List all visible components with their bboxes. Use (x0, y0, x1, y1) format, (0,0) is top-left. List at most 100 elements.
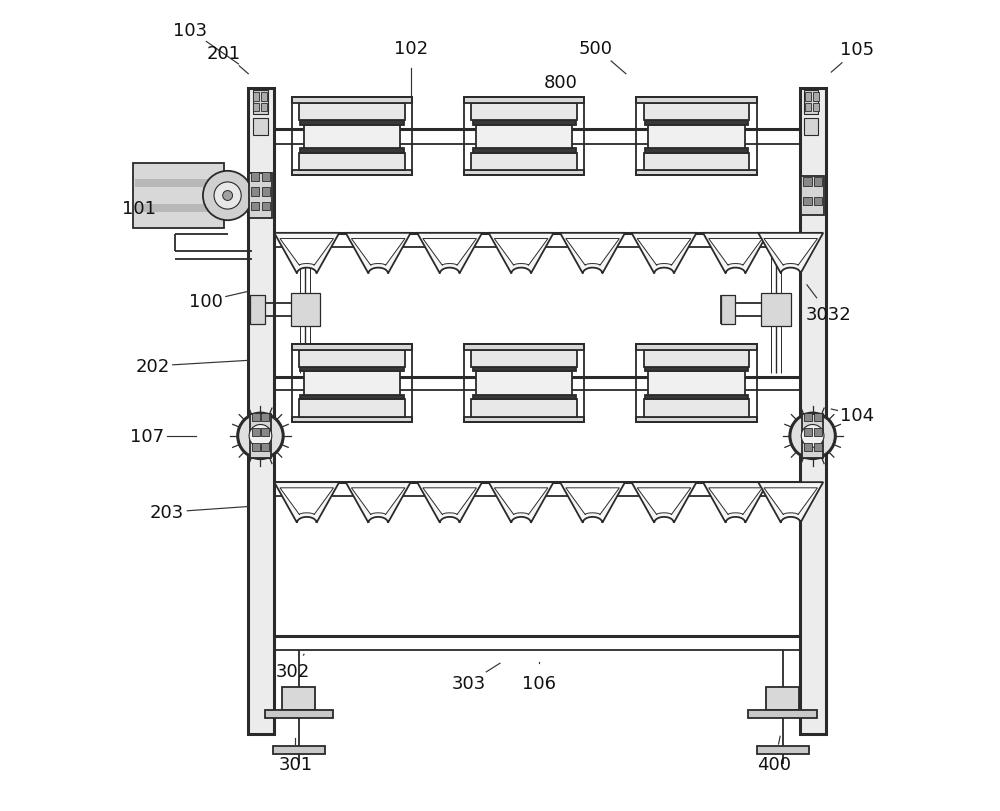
Bar (300, 121, 404, 126)
Bar (761, 294, 791, 327)
Bar (261, 104, 267, 112)
Bar (464, 170, 584, 176)
Bar (636, 417, 757, 423)
Polygon shape (566, 239, 619, 266)
Bar (251, 187, 259, 196)
Bar (261, 443, 269, 451)
Bar (471, 104, 577, 121)
Bar (262, 187, 270, 196)
Bar (133, 164, 224, 229)
Bar (304, 372, 400, 395)
Bar (473, 367, 576, 372)
Bar (135, 180, 222, 188)
Bar (253, 118, 268, 136)
Bar (800, 89, 826, 734)
Bar (645, 148, 748, 153)
Bar (299, 400, 405, 417)
Text: 201: 201 (207, 45, 241, 62)
Bar (648, 372, 745, 395)
Bar (748, 710, 817, 718)
Bar (757, 746, 809, 754)
Bar (721, 296, 735, 325)
Bar (300, 367, 404, 372)
Bar (464, 98, 584, 104)
Bar (802, 414, 823, 458)
Polygon shape (566, 488, 619, 515)
Bar (464, 98, 584, 176)
Polygon shape (280, 488, 334, 515)
Polygon shape (346, 234, 411, 274)
Polygon shape (632, 234, 697, 274)
Bar (261, 93, 267, 101)
Bar (804, 443, 812, 451)
Bar (804, 91, 818, 115)
Circle shape (801, 425, 824, 448)
Bar (261, 414, 269, 422)
Text: 104: 104 (840, 406, 874, 424)
Bar (292, 98, 412, 104)
Bar (471, 400, 577, 417)
Bar (803, 178, 812, 187)
Bar (636, 345, 757, 423)
Bar (803, 197, 812, 206)
Bar (636, 98, 757, 176)
Bar (645, 395, 748, 400)
Polygon shape (274, 234, 339, 274)
Bar (644, 153, 749, 170)
Bar (299, 153, 405, 170)
Bar (814, 178, 822, 187)
Bar (251, 203, 259, 211)
Bar (135, 204, 222, 212)
Bar (252, 443, 260, 451)
Circle shape (790, 414, 835, 459)
Bar (636, 170, 757, 176)
Polygon shape (637, 239, 691, 266)
Text: 106: 106 (522, 674, 556, 692)
Bar (814, 414, 822, 422)
Bar (805, 104, 811, 112)
Bar (262, 203, 270, 211)
Text: 101: 101 (122, 200, 156, 218)
Bar (648, 126, 745, 148)
Text: 301: 301 (278, 755, 312, 773)
Bar (644, 104, 749, 121)
Bar (814, 197, 822, 206)
Polygon shape (423, 488, 476, 515)
Text: 102: 102 (394, 40, 428, 58)
Text: 107: 107 (130, 427, 164, 445)
Text: 203: 203 (150, 504, 184, 521)
Bar (645, 367, 748, 372)
Bar (248, 89, 274, 734)
Polygon shape (637, 488, 691, 515)
Bar (476, 126, 572, 148)
Polygon shape (489, 483, 554, 523)
Bar (250, 414, 271, 458)
Bar (636, 98, 757, 104)
Bar (282, 687, 315, 710)
Bar (813, 104, 819, 112)
Bar (252, 428, 260, 436)
Bar (813, 93, 819, 101)
Circle shape (238, 414, 283, 459)
Polygon shape (709, 488, 762, 515)
Bar (291, 294, 320, 327)
Bar (292, 345, 412, 423)
Text: 103: 103 (173, 22, 207, 40)
Polygon shape (703, 234, 768, 274)
Text: 303: 303 (452, 674, 486, 692)
Bar (473, 395, 576, 400)
Bar (814, 428, 822, 436)
Bar (804, 118, 818, 136)
Bar (299, 104, 405, 121)
Bar (814, 443, 822, 451)
Polygon shape (494, 488, 548, 515)
Bar (464, 345, 584, 423)
Bar (644, 400, 749, 417)
Bar (249, 174, 272, 218)
Polygon shape (351, 488, 405, 515)
Text: 100: 100 (189, 293, 223, 311)
Bar (292, 417, 412, 423)
Bar (273, 746, 325, 754)
Bar (804, 428, 812, 436)
Bar (801, 177, 824, 216)
